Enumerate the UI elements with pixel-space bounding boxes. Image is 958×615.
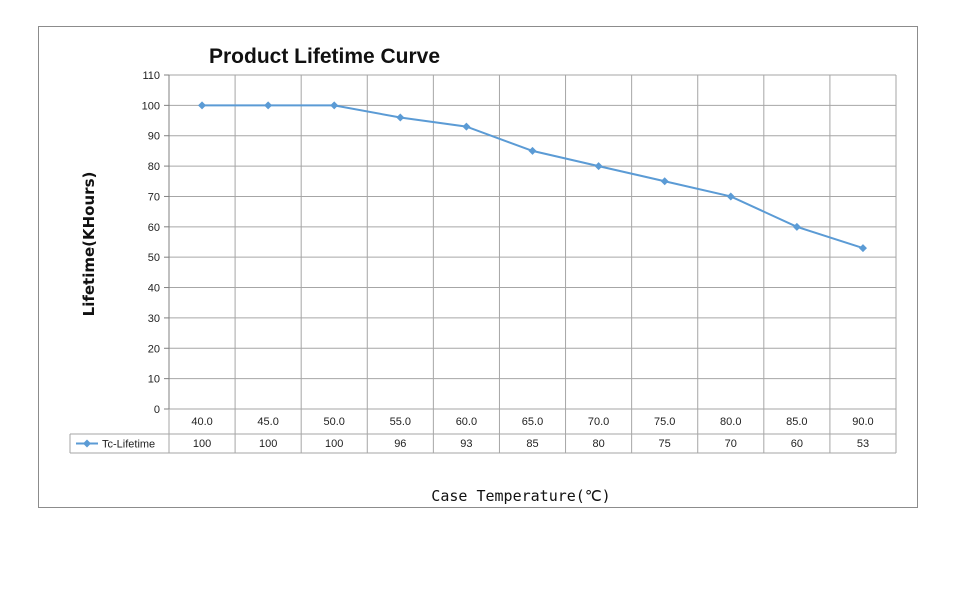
grid-layer (164, 74, 897, 453)
x-category-label: 50.0 (324, 416, 345, 428)
y-tick-labels: 0 10 20 30 40 50 60 70 80 90 100 110 (142, 70, 160, 416)
y-tick-label: 40 (148, 283, 160, 295)
chart-title: Product Lifetime Curve (209, 45, 440, 68)
table-value-cell: 100 (193, 438, 211, 450)
x-category-label: 90.0 (852, 416, 873, 428)
x-category-label: 70.0 (588, 416, 609, 428)
table-value-cell: 100 (259, 438, 277, 450)
data-table: 40.0 45.0 50.0 55.0 60.0 65.0 70.0 75.0 80.0 85.0… (69, 416, 896, 454)
y-tick-label: 50 (148, 252, 160, 264)
data-point (198, 101, 207, 110)
data-point (660, 177, 669, 186)
y-tick-label: 110 (142, 70, 160, 82)
x-category-label: 40.0 (191, 416, 212, 428)
table-value-cell: 96 (394, 438, 406, 450)
x-category-label: 85.0 (786, 416, 807, 428)
table-value-cell: 93 (460, 438, 472, 450)
legend-label: Tc-Lifetime (102, 439, 155, 451)
table-value-cell: 53 (857, 438, 869, 450)
y-tick-label: 0 (154, 404, 160, 416)
table-value-cell: 100 (325, 438, 343, 450)
x-category-label: 80.0 (720, 416, 741, 428)
chart-svg: Product Lifetime Curve Lifetime(KHours) … (69, 45, 897, 505)
y-tick-label: 30 (148, 313, 160, 325)
x-category-label: 65.0 (522, 416, 543, 428)
data-point (264, 101, 273, 110)
y-tick-label: 100 (142, 100, 160, 112)
x-category-label: 60.0 (456, 416, 477, 428)
x-category-label: 75.0 (654, 416, 675, 428)
x-axis-label: Case Temperature(℃) (431, 487, 610, 505)
table-value-cell: 80 (592, 438, 604, 450)
data-point (396, 113, 405, 122)
table-value-cell: 70 (725, 438, 737, 450)
x-category-label: 45.0 (257, 416, 278, 428)
y-tick-label: 10 (148, 374, 160, 386)
y-tick-label: 90 (148, 131, 160, 143)
y-tick-label: 20 (148, 343, 160, 355)
series-layer (198, 101, 867, 253)
table-value-cell: 60 (791, 438, 803, 450)
y-tick-label: 60 (148, 222, 160, 234)
data-point (330, 101, 339, 110)
x-category-label: 55.0 (390, 416, 411, 428)
legend-marker (83, 439, 91, 448)
table-value-cell: 85 (526, 438, 538, 450)
y-axis-label: Lifetime(KHours) (80, 172, 98, 317)
table-value-cell: 75 (659, 438, 671, 450)
data-point (594, 162, 603, 171)
data-point (858, 244, 867, 253)
y-tick-label: 80 (148, 161, 160, 173)
data-point (792, 222, 801, 231)
data-point (726, 192, 735, 201)
data-point (528, 146, 537, 155)
y-tick-label: 70 (148, 191, 160, 203)
chart-frame: Product Lifetime Curve Lifetime(KHours) … (38, 26, 918, 508)
data-point (462, 122, 471, 131)
